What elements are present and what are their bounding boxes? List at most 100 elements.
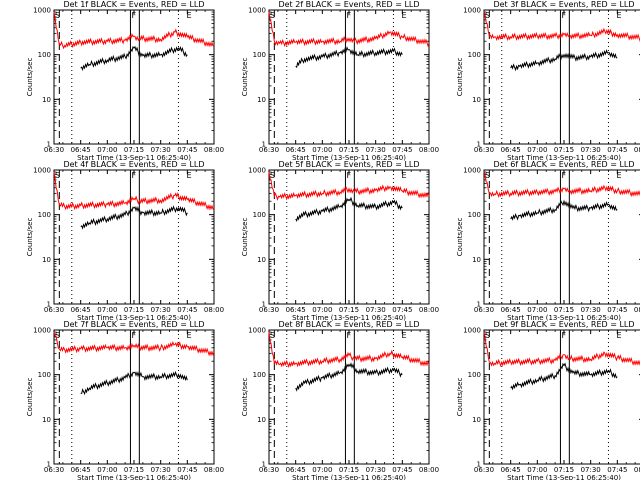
x-tick-label: 06:30 — [259, 466, 279, 474]
series-line-black — [295, 362, 403, 392]
x-tick-label: 06:45 — [71, 306, 91, 314]
y-tick-label: 1 — [262, 141, 266, 149]
series-line-red — [483, 11, 640, 43]
event-marker-label: F — [561, 331, 566, 340]
event-marker-label: E — [617, 11, 622, 20]
x-tick-label: 07:45 — [392, 146, 412, 154]
series-line-red — [483, 171, 640, 199]
series-line-red — [53, 331, 215, 357]
x-tick-label: 08:00 — [204, 146, 224, 154]
chart-title: Det 5f BLACK = Events, RED = LLD — [278, 160, 419, 169]
x-tick-label: 07:45 — [607, 146, 627, 154]
y-tick-label: 10 — [42, 416, 51, 424]
chart-title: Det 9f BLACK = Events, RED = LLD — [493, 320, 634, 329]
y-tick-label: 1000 — [248, 327, 266, 335]
y-tick-label: 10 — [257, 256, 266, 264]
y-axis-label: Counts/sec — [241, 378, 249, 417]
event-marker-label: E — [187, 171, 192, 180]
y-tick-label: 10 — [472, 256, 481, 264]
y-tick-label: 1 — [477, 141, 481, 149]
chart-panel: Det 9f BLACK = Events, RED = LLD 1 10 100 10… — [456, 320, 640, 480]
event-marker-label: F — [346, 331, 351, 340]
chart-title: Det 4f BLACK = Events, RED = LLD — [63, 160, 204, 169]
x-tick-label: 07:45 — [607, 466, 627, 474]
y-tick-label: 1000 — [463, 327, 481, 335]
x-tick-label: 06:45 — [501, 146, 521, 154]
x-tick-label: 08:00 — [419, 146, 439, 154]
x-tick-label: 08:00 — [634, 466, 640, 474]
x-tick-label: 07:45 — [392, 306, 412, 314]
x-tick-label: 07:30 — [151, 306, 171, 314]
x-tick-label: 07:00 — [527, 306, 547, 314]
event-marker-label: E — [187, 11, 192, 20]
plot-frame — [53, 9, 215, 145]
series-line-red — [53, 171, 215, 211]
chart-title: Det 7f BLACK = Events, RED = LLD — [63, 320, 204, 329]
y-tick-label: 1 — [47, 301, 51, 309]
x-tick-label: 06:45 — [286, 306, 306, 314]
y-tick-label: 100 — [468, 211, 481, 219]
y-axis-label: Counts/sec — [456, 58, 464, 97]
series-line-red — [268, 331, 430, 368]
y-tick-label: 10 — [257, 96, 266, 104]
series-line-red — [483, 331, 640, 368]
x-tick-label: 08:00 — [204, 466, 224, 474]
series-line-black — [295, 196, 403, 223]
event-marker-label: S — [55, 11, 60, 20]
x-tick-label: 06:30 — [44, 146, 64, 154]
y-tick-label: 1 — [262, 461, 266, 469]
x-axis-label: Start Time (13-Sep-11 06:25:40) — [292, 474, 406, 480]
chart-panel: Det 4f BLACK = Events, RED = LLD 1 10 100 10… — [26, 160, 224, 322]
series-line-black — [80, 45, 188, 72]
chart-title: Det 6f BLACK = Events, RED = LLD — [493, 160, 634, 169]
x-tick-label: 07:00 — [527, 466, 547, 474]
y-tick-label: 1 — [47, 461, 51, 469]
y-tick-label: 1 — [262, 301, 266, 309]
event-marker-label: F — [131, 11, 136, 20]
x-tick-label: 07:30 — [151, 466, 171, 474]
x-axis-label: Start Time (13-Sep-11 06:25:40) — [77, 474, 191, 480]
x-tick-label: 08:00 — [419, 306, 439, 314]
chart-title: Det 3f BLACK = Events, RED = LLD — [493, 0, 634, 9]
event-marker-label: S — [270, 171, 275, 180]
y-tick-label: 1000 — [33, 7, 51, 15]
y-tick-label: 100 — [468, 371, 481, 379]
y-axis-label: Counts/sec — [456, 378, 464, 417]
event-marker-label: S — [270, 331, 275, 340]
x-tick-label: 06:45 — [286, 146, 306, 154]
y-tick-label: 1000 — [248, 167, 266, 175]
event-marker-label: E — [617, 331, 622, 340]
x-tick-label: 08:00 — [634, 306, 640, 314]
x-tick-label: 06:30 — [474, 306, 494, 314]
plot-frame — [483, 9, 640, 145]
event-marker-label: E — [402, 11, 407, 20]
x-tick-label: 07:30 — [366, 466, 386, 474]
event-marker-label: S — [270, 11, 275, 20]
x-tick-label: 08:00 — [634, 146, 640, 154]
y-tick-label: 1000 — [33, 167, 51, 175]
x-tick-label: 06:30 — [474, 466, 494, 474]
x-tick-label: 07:30 — [366, 306, 386, 314]
y-axis-label: Counts/sec — [456, 218, 464, 257]
y-tick-label: 100 — [253, 211, 266, 219]
x-tick-label: 06:30 — [474, 146, 494, 154]
chart-title: Det 8f BLACK = Events, RED = LLD — [278, 320, 419, 329]
x-tick-label: 06:30 — [44, 466, 64, 474]
event-marker-label: E — [187, 331, 192, 340]
chart-panel: Det 1f BLACK = Events, RED = LLD 1 10 100 10… — [26, 0, 224, 162]
y-axis-label: Counts/sec — [26, 218, 34, 257]
x-tick-label: 07:15 — [554, 146, 574, 154]
x-tick-label: 07:15 — [554, 466, 574, 474]
x-tick-label: 07:15 — [124, 146, 144, 154]
chart-panel: Det 2f BLACK = Events, RED = LLD 1 10 100 10… — [241, 0, 439, 162]
x-tick-label: 06:30 — [259, 306, 279, 314]
chart-panel: Det 8f BLACK = Events, RED = LLD 1 10 100 10… — [241, 320, 439, 480]
y-tick-label: 10 — [472, 96, 481, 104]
x-tick-label: 06:45 — [501, 466, 521, 474]
x-tick-label: 07:00 — [312, 466, 332, 474]
x-axis-label: Start Time (13-Sep-11 06:25:40) — [507, 154, 621, 162]
chart-panel: Det 3f BLACK = Events, RED = LLD 1 10 100 10… — [456, 0, 640, 162]
event-marker-label: E — [402, 171, 407, 180]
x-tick-label: 07:30 — [366, 146, 386, 154]
x-tick-label: 07:30 — [581, 146, 601, 154]
